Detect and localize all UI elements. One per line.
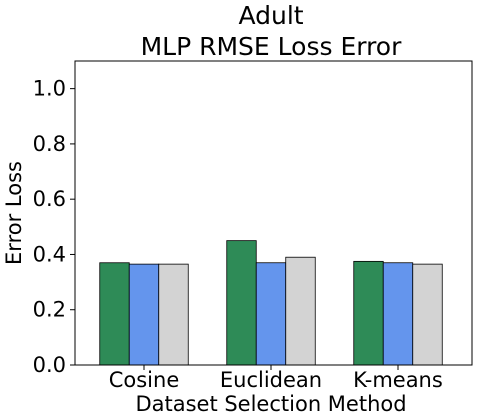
bar-k-means-series-1 [353, 260, 384, 366]
bar-euclidean-series-2 [255, 262, 287, 366]
y-tick-label: 0.6 [33, 187, 66, 211]
bar-euclidean-series-1 [226, 240, 257, 366]
x-axis: Cosine Euclidean K-means [109, 365, 443, 392]
x-tick-label: Cosine [109, 368, 180, 392]
bar-cosine-series-2 [128, 263, 160, 366]
bars-group [99, 240, 443, 366]
bar-cosine-series-3 [158, 263, 189, 366]
y-tick-label: 1.0 [33, 77, 66, 101]
bar-k-means-series-2 [382, 262, 414, 366]
bar-euclidean-series-3 [285, 256, 316, 366]
chart-title: Adult [238, 1, 303, 30]
y-axis: 0.0 0.2 0.4 0.6 0.8 1.0 [33, 77, 75, 377]
plot-frame [74, 60, 473, 366]
y-tick-label: 0.4 [33, 242, 66, 266]
chart-subtitle: MLP RMSE Loss Error [141, 32, 403, 61]
y-tick-label: 0.2 [33, 298, 66, 322]
x-tick-label: Euclidean [220, 368, 322, 392]
y-tick-label: 0.0 [33, 353, 66, 377]
y-axis-label: Error Loss [2, 161, 26, 265]
bar-cosine-series-1 [99, 262, 130, 366]
y-tick-label: 0.8 [33, 132, 66, 156]
x-axis-label: Dataset Selection Method [135, 392, 406, 416]
x-tick-label: K-means [353, 368, 443, 392]
bar-k-means-series-3 [412, 263, 443, 366]
